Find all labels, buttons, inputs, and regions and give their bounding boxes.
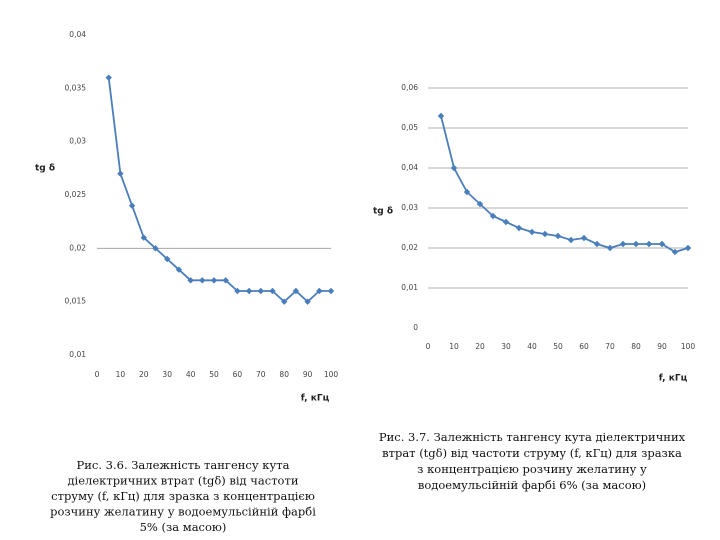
y-tick-label: 0,04 [69,30,86,39]
data-point [489,212,497,220]
caption-line: Рис. 3.6. Залежність тангенсу кута [77,458,290,472]
data-point [245,287,253,295]
data-point [257,287,264,295]
data-point [502,218,510,226]
y-tick-label: 0,02 [401,243,418,252]
x-tick-label: 90 [303,370,313,379]
y-tick-label: 0,015 [65,297,87,306]
y-axis-label: tg δ [35,164,55,174]
x-tick-label: 60 [579,342,589,351]
y-tick-label: 0,06 [401,83,418,92]
x-axis-label: f, кГц [659,374,688,384]
data-point [199,277,206,284]
x-tick-label: 100 [681,342,696,351]
caption-line: розчину желатину у водоемульсійній фарбі [50,505,316,519]
x-tick-label: 30 [501,342,511,351]
x-tick-label: 0 [95,370,100,379]
y-tick-label: 0,03 [401,203,418,212]
data-point [476,200,484,208]
caption-line: втрат (tgδ) від частоти струму (f, кГц) … [382,446,682,460]
data-point [117,170,124,177]
caption-line: струму (f, кГц) для зразка з концентраці… [51,489,315,503]
x-tick-label: 30 [162,370,172,379]
data-point [304,298,311,305]
data-point [164,255,171,263]
data-point [658,240,666,248]
y-tick-label: 0,04 [401,163,418,172]
y-tick-label: 0,05 [401,123,418,132]
y-tick-label: 0,03 [69,137,86,146]
data-point [463,188,471,196]
x-tick-label: 20 [475,342,485,351]
data-point [140,234,147,241]
data-point [515,224,523,232]
caption-line: Рис. 3.7. Залежність тангенсу кута діеле… [379,430,686,444]
x-tick-label: 50 [209,370,219,379]
data-point [210,277,218,284]
data-point [684,244,692,252]
data-point [554,232,562,240]
data-line [440,115,689,253]
x-tick-label: 70 [256,370,266,379]
data-point [281,298,288,305]
y-axis-label: tg δ [373,207,393,217]
x-axis-label: f, кГц [301,394,330,404]
y-tick-label: 0,01 [69,350,86,359]
x-tick-label: 40 [186,370,196,379]
data-point [128,202,136,209]
data-point [222,277,229,284]
data-point [593,240,601,248]
data-point [327,287,335,295]
data-point [541,230,549,238]
y-tick-label: 0,025 [65,190,87,199]
data-point [152,245,159,252]
caption-line: діелектричних втрат (tgδ) від частоти [67,474,298,488]
x-tick-label: 0 [426,342,431,351]
data-point [234,287,241,295]
caption-line: водоемульсійній фарбі 6% (за масою) [418,478,646,492]
data-point [671,248,679,256]
y-tick-label: 0,01 [401,283,418,292]
data-point [437,112,445,120]
y-tick-label: 0,035 [65,83,87,92]
x-tick-label: 10 [449,342,459,351]
data-point [175,266,183,273]
x-tick-label: 90 [657,342,667,351]
data-point [606,244,614,252]
data-point [645,240,653,248]
data-point [528,228,536,236]
data-point [187,277,194,284]
data-point [269,287,276,295]
x-tick-label: 60 [233,370,243,379]
x-tick-label: 80 [631,342,641,351]
x-tick-label: 100 [324,370,339,379]
x-tick-label: 10 [116,370,126,379]
data-point [567,236,575,244]
data-point [580,234,588,242]
data-point [619,240,627,248]
data-point [292,287,300,295]
x-tick-label: 50 [553,342,563,351]
data-point [450,164,458,172]
data-point [105,74,112,81]
data-point [316,287,323,295]
x-tick-label: 80 [279,370,289,379]
caption-line: 5% (за масою) [140,520,227,534]
data-point [632,240,640,248]
x-tick-label: 40 [527,342,537,351]
caption-line: з концентрацією розчину желатину у [417,462,647,476]
x-tick-label: 70 [605,342,615,351]
y-tick-label: 0,02 [69,243,86,252]
x-tick-label: 20 [139,370,149,379]
y-tick-label: 0 [413,323,418,332]
data-line [107,77,331,303]
